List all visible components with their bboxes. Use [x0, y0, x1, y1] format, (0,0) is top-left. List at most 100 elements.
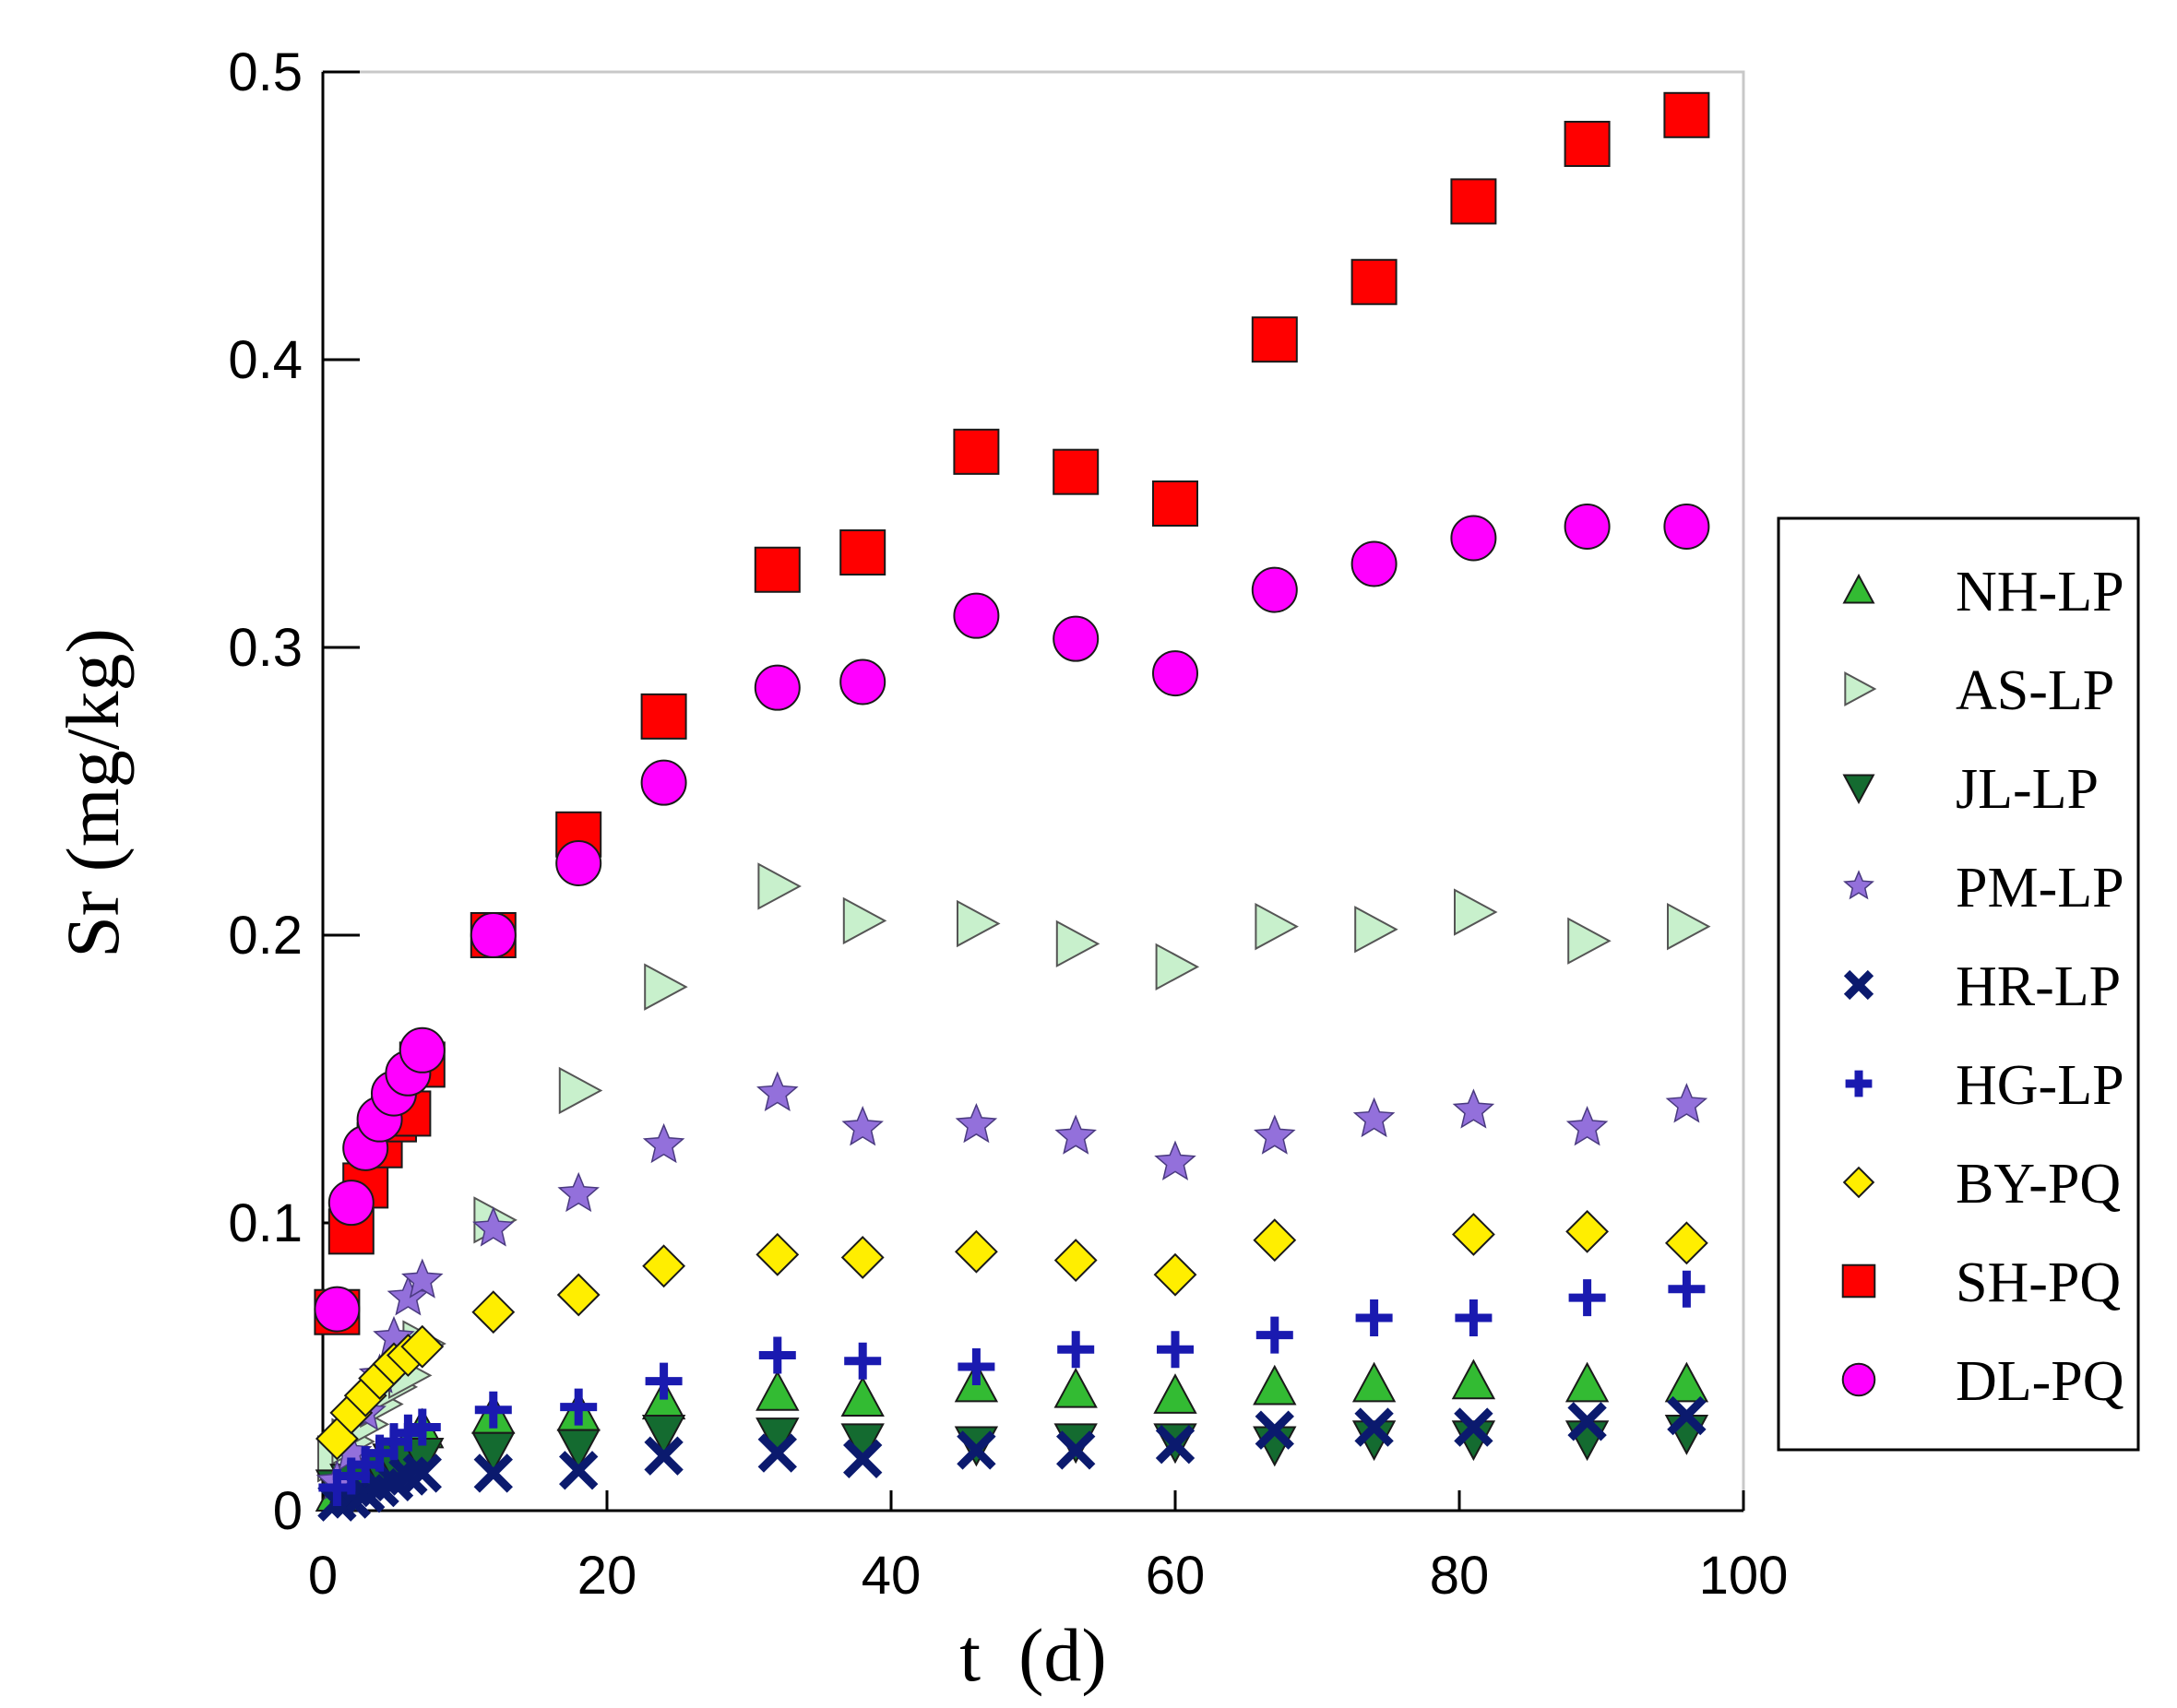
data-point [1667, 902, 1711, 951]
data-point [1663, 91, 1710, 138]
series-dl-pq [314, 503, 1710, 1333]
legend-marker [1841, 1263, 1876, 1299]
data-point [400, 1324, 445, 1369]
data-point [1255, 1410, 1294, 1450]
data-point [471, 1431, 516, 1473]
data-point [957, 899, 1001, 948]
x-tick-label: 80 [1430, 1546, 1490, 1606]
y-tick-label: 0.1 [228, 1193, 303, 1253]
data-point [1053, 615, 1100, 662]
data-point [953, 592, 1000, 639]
data-point [757, 862, 802, 910]
legend-label: HR-LP [1956, 955, 2121, 1018]
data-point [1564, 1361, 1610, 1403]
data-point [1450, 515, 1497, 562]
data-point [754, 664, 801, 711]
x-tick-label: 0 [308, 1546, 338, 1606]
x-tick-label: 60 [1146, 1546, 1206, 1606]
data-point [1454, 1407, 1493, 1447]
plot-area [321, 70, 1745, 1512]
x-tick-label: 20 [577, 1546, 637, 1606]
data-point [1451, 1213, 1495, 1256]
data-point [1251, 316, 1298, 363]
legend-label: NH-LP [1956, 561, 2124, 623]
data-point [1056, 1430, 1096, 1470]
legend-marker [1845, 1070, 1873, 1097]
data-point [1664, 1361, 1709, 1403]
data-point [1057, 1331, 1095, 1369]
y-tick-label: 0.4 [228, 330, 303, 390]
data-point [402, 1453, 442, 1493]
data-point [472, 1206, 515, 1247]
data-point [1155, 943, 1200, 990]
data-point [1253, 1364, 1297, 1406]
legend-marker [1841, 1362, 1876, 1397]
data-point [1255, 902, 1299, 951]
data-point [403, 1408, 441, 1446]
data-point [1350, 258, 1398, 305]
data-point [474, 1391, 512, 1429]
data-point [1253, 1218, 1297, 1263]
data-point [1153, 1373, 1197, 1414]
data-point [470, 912, 517, 958]
data-point [1454, 888, 1498, 936]
data-point [953, 428, 1000, 475]
data-point [957, 1430, 996, 1470]
data-point [840, 1376, 885, 1417]
data-point [1154, 1140, 1196, 1180]
tick-labels: 0 20 40 60 80 100 0 0.1 0.2 0.3 0.4 0.5 [228, 42, 1788, 1606]
data-point [755, 1370, 800, 1411]
data-point [1452, 1088, 1495, 1129]
data-point [842, 896, 887, 945]
data-point [1564, 503, 1611, 550]
data-point [954, 1229, 998, 1274]
data-point [640, 693, 687, 740]
data-point [1152, 650, 1198, 697]
data-point [1664, 1221, 1708, 1265]
data-point [841, 1106, 884, 1146]
y-tick-label: 0.2 [228, 906, 303, 966]
data-point [560, 1388, 598, 1426]
data-point [1567, 1402, 1607, 1441]
legend-marker [1843, 870, 1874, 900]
data-point [642, 1244, 686, 1288]
legend-label: SH-PQ [1956, 1251, 2121, 1314]
data-point [1255, 1316, 1293, 1354]
data-point [327, 1180, 375, 1227]
data-point [641, 1415, 686, 1455]
data-point [844, 1342, 882, 1380]
data-point [1568, 1279, 1606, 1317]
data-point [1567, 917, 1612, 965]
series-sh-pq [314, 91, 1710, 1335]
series-hg-lp [318, 1270, 1706, 1507]
data-point [955, 1102, 998, 1144]
data-point [1455, 1299, 1493, 1336]
data-point [1251, 566, 1298, 613]
data-point [1350, 540, 1398, 587]
data-point [1355, 1299, 1393, 1336]
data-point [756, 1071, 799, 1111]
data-point [1053, 1367, 1098, 1408]
series-hr-lp [317, 1395, 1707, 1522]
data-point [640, 759, 687, 806]
data-point [645, 1362, 683, 1400]
data-point [1351, 1361, 1397, 1403]
data-point [1668, 1270, 1706, 1308]
data-point [387, 1275, 430, 1316]
data-point [1153, 1252, 1197, 1297]
legend-marker [1844, 671, 1877, 706]
data-point [1665, 1083, 1708, 1123]
data-point [1451, 1358, 1496, 1400]
data-point [642, 1122, 685, 1164]
data-point [399, 1026, 446, 1073]
legend-marker [1843, 969, 1874, 1001]
data-point [843, 1439, 883, 1479]
y-tick-label: 0.3 [228, 618, 303, 678]
data-point [1565, 1106, 1609, 1146]
data-point [558, 1066, 603, 1115]
data-point [471, 1290, 516, 1334]
data-point [1254, 1114, 1296, 1155]
data-point [1667, 1395, 1707, 1436]
legend-label: HG-LP [1956, 1054, 2124, 1117]
data-point [758, 1336, 796, 1374]
